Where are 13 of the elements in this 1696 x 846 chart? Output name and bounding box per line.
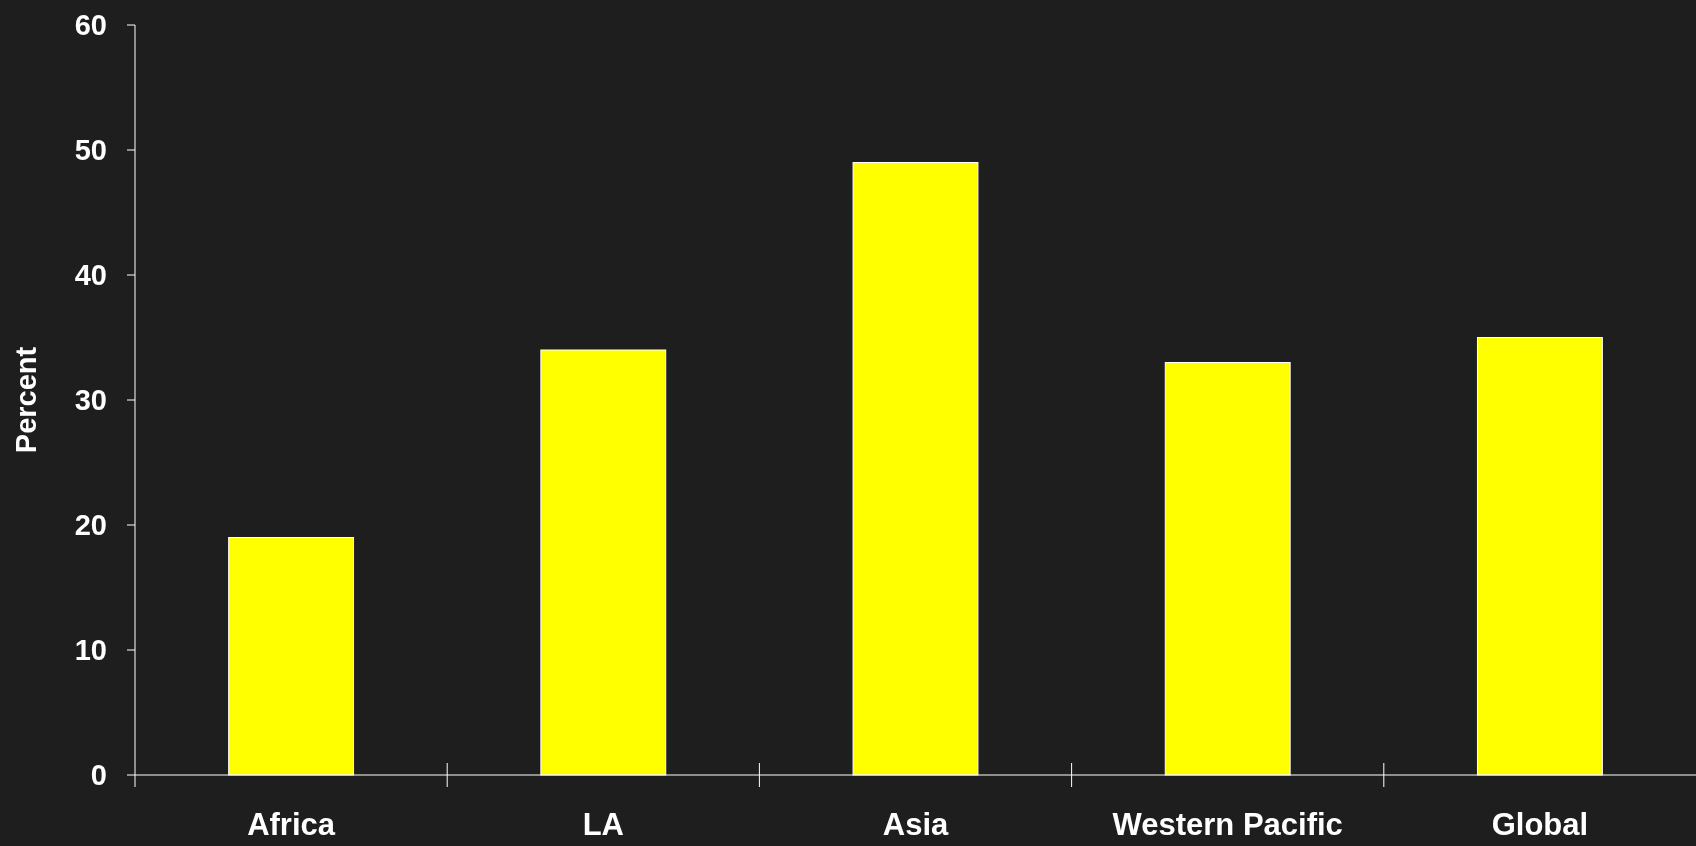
- x-tick-label: LA: [582, 807, 624, 842]
- y-tick-label: 60: [74, 9, 107, 42]
- y-axis-title: Percent: [10, 346, 42, 454]
- y-tick-label: 40: [74, 259, 107, 292]
- y-tick-label: 20: [74, 509, 107, 542]
- x-tick-label: Western Pacific: [1112, 807, 1343, 842]
- y-tick-label: 30: [74, 384, 107, 417]
- x-tick-label: Global: [1491, 807, 1589, 842]
- y-tick-label: 50: [74, 134, 107, 167]
- x-tick-label: Africa: [247, 807, 336, 842]
- y-tick-label: 10: [74, 634, 107, 667]
- y-tick-label: 0: [90, 759, 107, 792]
- x-tick-label: Asia: [882, 807, 949, 842]
